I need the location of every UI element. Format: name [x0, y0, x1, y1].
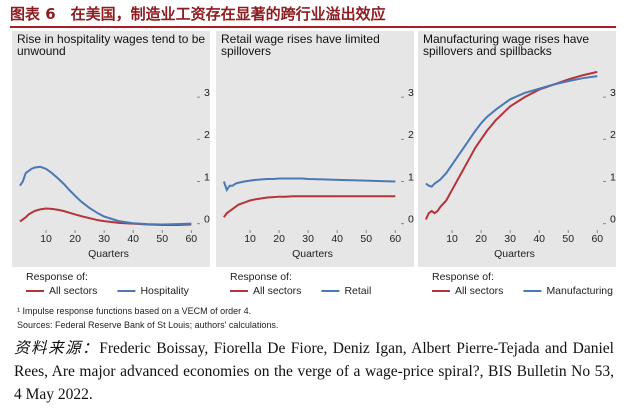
source: 资料来源：Frederic Boissay, Fiorella De Fiore…: [14, 337, 614, 406]
x-tick-label: 20: [273, 233, 285, 245]
data-line: [424, 70, 598, 220]
source-label: 资料来源：: [14, 340, 100, 357]
x-tick-label: 20: [475, 233, 487, 245]
legend-label: All sectors: [49, 285, 97, 297]
legend-label: All sectors: [455, 285, 503, 297]
x-axis-label: Quarters: [88, 248, 129, 260]
chart-panel: Rise in hospitality wages tend to be unw…: [12, 31, 210, 267]
y-tick-label: 3: [204, 87, 210, 99]
x-tick-label: 40: [533, 233, 545, 245]
y-tick-label: 2: [204, 129, 210, 141]
x-tick-label: 60: [389, 233, 401, 245]
data-line: [425, 75, 598, 188]
legend-label: Manufacturing: [546, 285, 613, 297]
x-tick-label: 60: [185, 233, 197, 245]
figure-title: 图表 6 在美国，制造业工资存在显著的跨行业溢出效应: [10, 4, 616, 28]
footnote: Sources: Federal Reserve Bank of St Loui…: [17, 320, 279, 330]
y-tick-label: 0: [204, 213, 210, 225]
x-tick-label: 30: [302, 233, 314, 245]
x-tick-label: 30: [98, 233, 110, 245]
chart-title: Rise in hospitality wages tend to be unw…: [17, 32, 206, 58]
x-tick-label: 50: [360, 233, 372, 245]
data-line: [222, 177, 396, 193]
x-tick-label: 10: [446, 233, 458, 245]
legend-label: Retail: [344, 285, 371, 297]
y-tick-label: 0: [408, 213, 414, 225]
x-tick-label: 60: [591, 233, 603, 245]
chart-panel: Retail wage rises have limited spillover…: [216, 31, 414, 267]
chart-panel: Manufacturing wage rises have spillovers…: [418, 31, 616, 267]
legend-label: Hospitality: [140, 285, 189, 297]
source-text: Frederic Boissay, Fiorella De Fiore, Den…: [14, 340, 614, 403]
legend: Response of: All sectors Retail: [230, 271, 371, 297]
y-tick-label: 3: [408, 87, 414, 99]
chart-title: Manufacturing wage rises have spillovers…: [423, 32, 590, 58]
plot: 0 1 2 3 10 20 30 40 50 60 Quarters: [19, 87, 210, 260]
chart-title: Retail wage rises have limited spillover…: [221, 32, 380, 58]
legend-title: Response of:: [230, 271, 292, 283]
y-tick-label: 1: [204, 171, 210, 183]
y-tick-label: 1: [408, 171, 414, 183]
x-tick-label: 10: [40, 233, 52, 245]
y-tick-label: 1: [610, 171, 616, 183]
x-tick-label: 40: [127, 233, 139, 245]
legend: Response of: All sectors Hospitality: [26, 271, 190, 297]
y-tick-label: 3: [610, 87, 616, 99]
x-axis-label: Quarters: [292, 248, 333, 260]
plot: 0 1 2 3 10 20 30 40 50 60 Quarters: [222, 87, 414, 260]
x-axis-label: Quarters: [494, 248, 535, 260]
x-tick-label: 30: [504, 233, 516, 245]
legend: Response of: All sectors Manufacturing: [432, 271, 613, 297]
data-line: [223, 195, 396, 218]
y-tick-label: 2: [610, 129, 616, 141]
legend-label: All sectors: [253, 285, 301, 297]
y-tick-label: 2: [408, 129, 414, 141]
legend-title: Response of:: [432, 271, 494, 283]
x-tick-label: 20: [69, 233, 81, 245]
y-tick-label: 0: [610, 213, 616, 225]
x-tick-label: 10: [244, 233, 256, 245]
data-line: [19, 165, 192, 226]
footnote: ¹ Impulse response functions based on a …: [17, 306, 252, 316]
legend-title: Response of:: [26, 271, 88, 283]
x-tick-label: 40: [331, 233, 343, 245]
x-tick-label: 50: [156, 233, 168, 245]
x-tick-label: 50: [562, 233, 574, 245]
plot: 0 1 2 3 10 20 30 40 50 60 Quarters: [424, 70, 616, 260]
